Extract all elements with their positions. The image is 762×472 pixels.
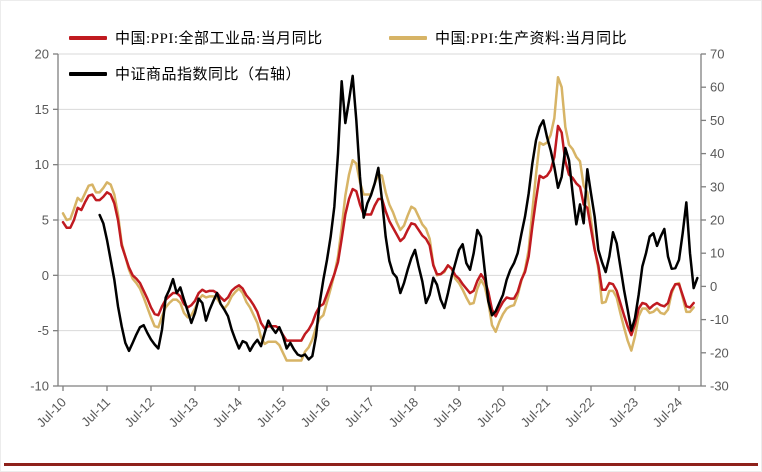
y-left-tick-label: 15	[35, 102, 49, 117]
x-tick-label: Jul-17	[341, 395, 377, 431]
y-right-tick-label: -30	[710, 379, 729, 394]
y-right-tick-label: -20	[710, 345, 729, 360]
y-right-tick-label: 40	[710, 146, 724, 161]
y-right-tick-label: 0	[710, 279, 717, 294]
y-left-tick-label: 20	[35, 47, 49, 62]
series-line-2	[98, 74, 699, 361]
x-tick-label: Jul-11	[78, 395, 113, 430]
x-tick-label: Jul-18	[385, 395, 421, 431]
x-tick-label: Jul-15	[253, 395, 289, 431]
y-right-tick-label: 70	[710, 47, 724, 62]
x-tick-label: Jul-23	[605, 395, 641, 431]
x-tick-label: Jul-21	[517, 395, 553, 431]
x-tick-label: Jul-13	[165, 395, 201, 431]
y-left-tick-label: -10	[30, 379, 49, 394]
y-right-tick-label: 60	[710, 80, 724, 95]
x-tick-label: Jul-14	[209, 395, 245, 431]
y-left-tick-label: 10	[35, 157, 49, 172]
y-left-tick-label: 5	[42, 213, 49, 228]
series-line-1	[61, 75, 695, 362]
x-tick-label: Jul-12	[121, 395, 157, 431]
y-left-tick-label: -5	[37, 323, 49, 338]
y-right-tick-label: 20	[710, 213, 724, 228]
x-tick-label: Jul-16	[297, 395, 333, 431]
x-tick-label: Jul-10	[33, 395, 69, 431]
y-right-tick-label: -10	[710, 312, 729, 327]
series-line-0	[61, 124, 695, 342]
footer-divider-rule	[4, 463, 758, 466]
y-right-tick-label: 50	[710, 113, 724, 128]
x-tick-label: Jul-20	[473, 395, 509, 431]
y-left-tick-label: 0	[42, 268, 49, 283]
x-tick-label: Jul-22	[561, 395, 597, 431]
x-tick-label: Jul-19	[429, 395, 465, 431]
y-right-tick-label: 30	[710, 179, 724, 194]
y-right-tick-label: 10	[710, 246, 724, 261]
x-tick-label: Jul-24	[649, 395, 685, 431]
